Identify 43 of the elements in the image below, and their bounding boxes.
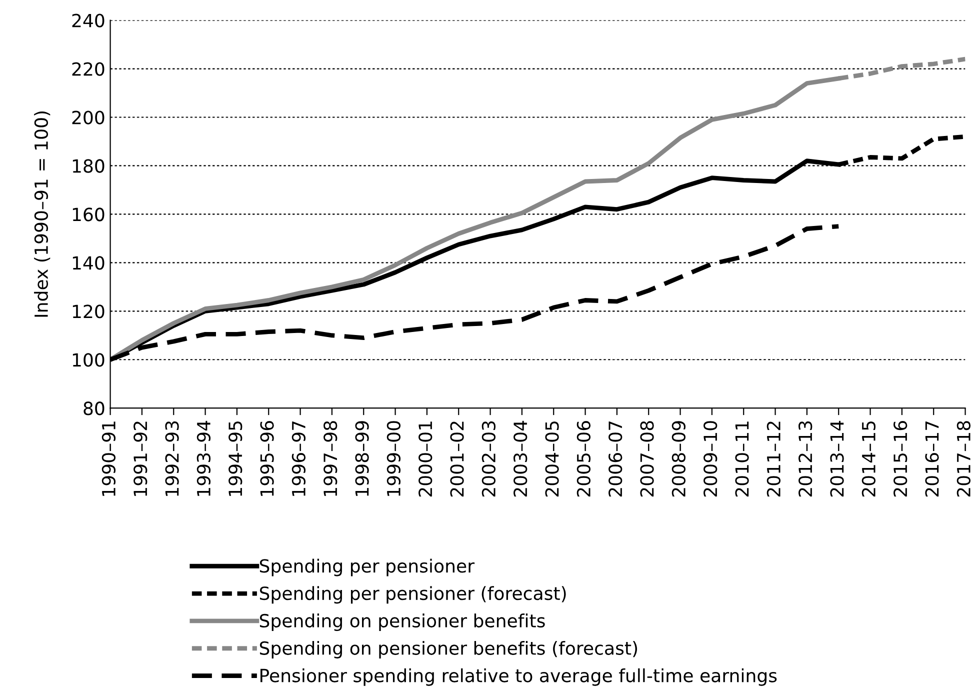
x-tick-label: 2010–11 — [735, 422, 749, 497]
x-tick-label: 2001–02 — [450, 422, 464, 497]
y-tick-label: 180 — [72, 159, 104, 173]
legend-label: Spending per pensioner (forecast) — [260, 586, 566, 604]
x-tick-label: 2011–12 — [766, 422, 781, 497]
x-tick-label: 2002–03 — [482, 421, 496, 497]
x-tick-label: 1993–94 — [196, 420, 211, 496]
x-tick-label: 2015–16 — [894, 421, 908, 497]
x-tick-label: 1998–99 — [355, 421, 369, 496]
legend-label: Spending on pensioner benefits (forecast) — [260, 640, 638, 658]
x-tick-label: 2012–13 — [798, 421, 812, 497]
x-tick-label: 2005–06 — [576, 421, 591, 497]
y-tick-label: 240 — [72, 14, 104, 28]
y-tick-label: 160 — [72, 208, 104, 222]
x-tick-label: 2009–10 — [704, 421, 718, 497]
y-tick-label: 120 — [72, 304, 104, 318]
x-tick-label: 1997–98 — [324, 421, 338, 496]
x-tick-label: 1996–97 — [292, 421, 306, 496]
x-tick-label: 2000–01 — [418, 422, 432, 497]
x-tick-label: 2007–08 — [640, 421, 654, 497]
x-tick-label: 2016–17 — [925, 421, 939, 497]
x-tick-label: 2013–14 — [830, 420, 844, 497]
y-tick-label: 220 — [72, 62, 104, 76]
y-tick-label: 80 — [84, 402, 104, 416]
x-tick-label: 1992–93 — [165, 421, 179, 496]
y-tick-label: 100 — [72, 353, 104, 367]
x-tick-label: 2008–09 — [672, 421, 686, 497]
x-tick-label: 2004–05 — [545, 421, 559, 497]
legend-label: Spending per pensioner — [260, 558, 475, 576]
x-tick-label: 2006–07 — [608, 421, 622, 497]
x-tick-label: 2003–04 — [514, 420, 528, 497]
legend-label: Spending on pensioner benefits — [260, 614, 545, 632]
x-tick-label: 2017–18 — [956, 421, 971, 497]
y-axis-title: Index (1990–91 = 100) — [34, 111, 50, 317]
x-tick-label: 1991–92 — [134, 422, 148, 496]
x-tick-label: 1999–00 — [386, 421, 401, 496]
legend-label: Pensioner spending relative to average full-time earnings — [260, 668, 777, 686]
y-tick-label: 200 — [72, 110, 104, 124]
x-tick-label: 1994–95 — [228, 421, 242, 496]
x-tick-label: 2014–15 — [862, 421, 876, 497]
x-tick-label: 1995–96 — [260, 421, 274, 496]
y-tick-label: 140 — [72, 256, 104, 270]
x-tick-label: 1990–91 — [102, 422, 116, 496]
